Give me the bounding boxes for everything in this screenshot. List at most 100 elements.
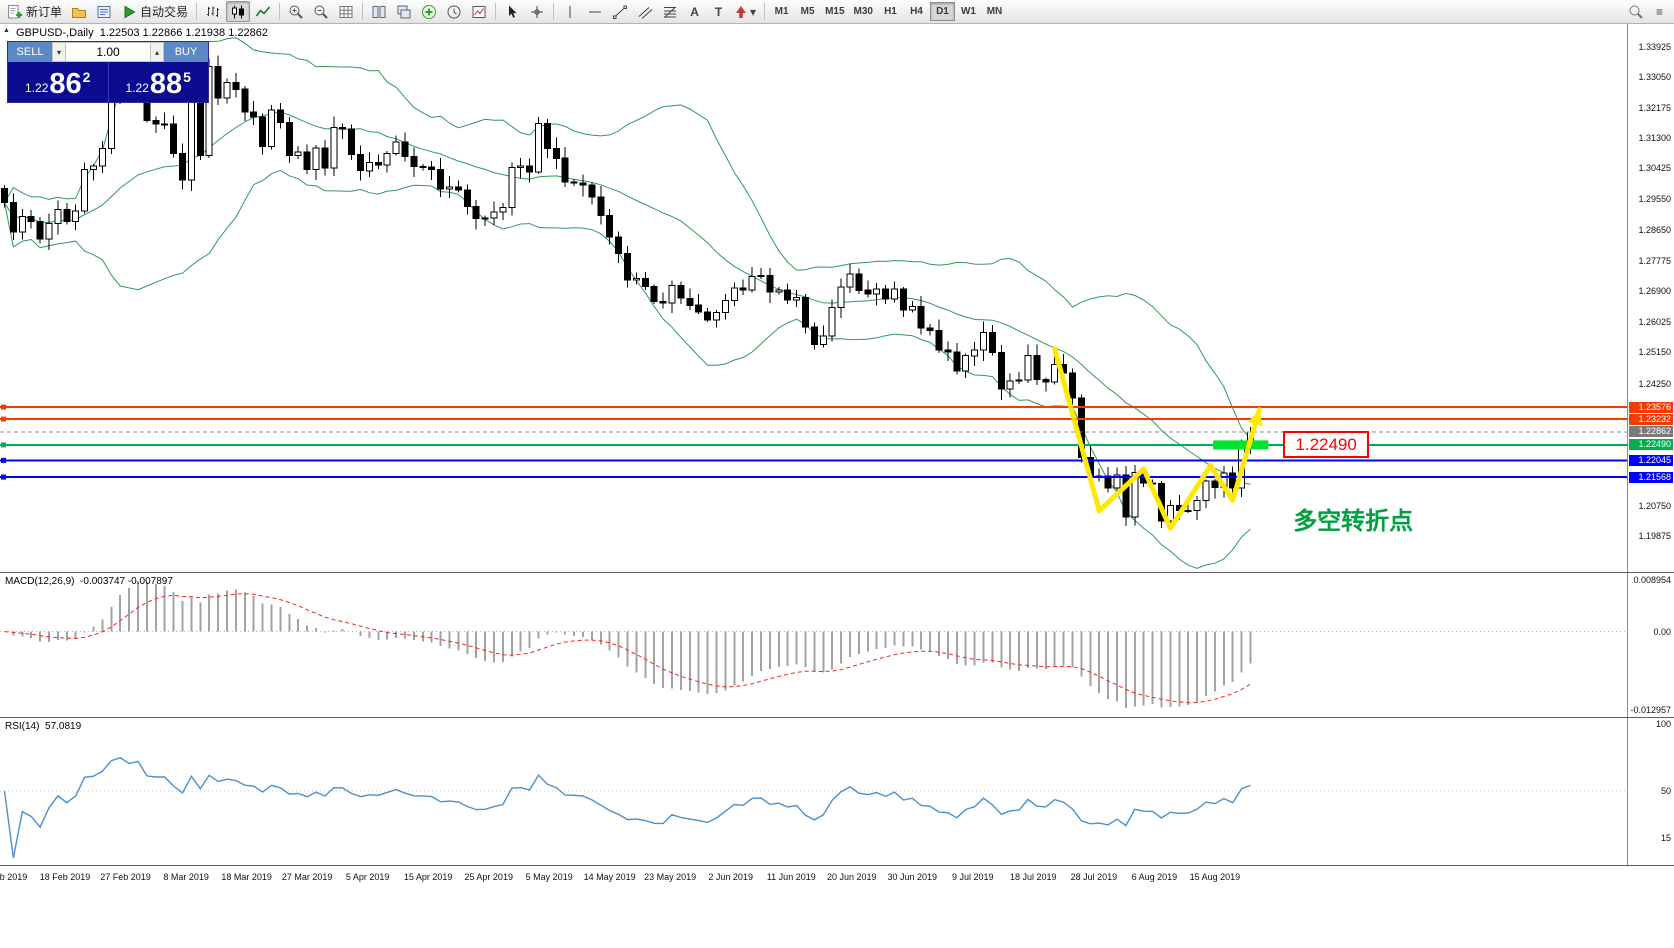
- date-label: 15 Apr 2019: [403, 872, 453, 882]
- macd-plot[interactable]: [0, 573, 1627, 718]
- sell-price-prefix: 1.22: [25, 81, 49, 95]
- tf-button-mn[interactable]: MN: [986, 6, 1003, 17]
- macd-name: MACD(12,26,9): [5, 576, 75, 587]
- tf-button-h4[interactable]: H4: [910, 6, 923, 17]
- sell-price[interactable]: 1.22 86 2: [8, 62, 108, 102]
- zoom-out-button[interactable]: [309, 1, 333, 22]
- new-order-button[interactable]: 新订单: [3, 1, 66, 22]
- chart-properties-button[interactable]: [467, 1, 491, 22]
- turning-point-annotation[interactable]: 多空转折点: [1293, 507, 1414, 535]
- text-tool-button[interactable]: A: [683, 1, 706, 22]
- tile-windows-button[interactable]: [367, 1, 391, 22]
- line-handle[interactable]: [1, 404, 6, 410]
- channel-button[interactable]: [633, 1, 657, 22]
- indicators-plus-icon: [422, 4, 437, 19]
- new-chart-icon: [72, 7, 87, 18]
- new-order-icon: [8, 4, 23, 18]
- buy-price[interactable]: 1.22 88 5: [109, 62, 209, 102]
- toolbar-separator: [362, 3, 364, 20]
- price-callout[interactable]: 1.22490: [1283, 430, 1369, 458]
- crosshair-button[interactable]: [525, 1, 549, 22]
- zoom-out-icon: [314, 5, 328, 19]
- price-label: 1.28650: [1638, 225, 1671, 236]
- sell-button[interactable]: SELL: [8, 42, 52, 62]
- rsi-label: RSI(14) 57.0819: [5, 721, 81, 732]
- tf-button-m5[interactable]: M5: [800, 6, 815, 17]
- highlight-zone[interactable]: [1213, 440, 1269, 450]
- tf-button-m1[interactable]: M1: [774, 6, 789, 17]
- date-label: 11 Jun 2019: [766, 872, 816, 882]
- trendline-button[interactable]: [608, 1, 632, 22]
- tf-button-m15[interactable]: M15: [825, 6, 845, 17]
- price-label: 1.27775: [1638, 255, 1671, 266]
- time-axis[interactable]: 8 Feb 2019 18 Feb 2019 27 Feb 2019 8 Mar 20…: [0, 866, 1674, 948]
- indicators-button[interactable]: [417, 1, 441, 22]
- buy-button[interactable]: BUY: [164, 42, 208, 62]
- tf-button-h1[interactable]: H1: [884, 6, 897, 17]
- price-label: 1.24250: [1638, 378, 1671, 389]
- volume-input[interactable]: 1.00: [66, 42, 150, 62]
- volume-decrease-button[interactable]: ▾: [52, 42, 66, 62]
- search-button[interactable]: [1624, 1, 1648, 22]
- line-handle[interactable]: [1, 474, 6, 480]
- line-handle[interactable]: [1, 442, 6, 448]
- toolbar-separator: [279, 3, 281, 20]
- yellow-trend-drawing[interactable]: [1052, 346, 1262, 531]
- vertical-line-button[interactable]: [558, 1, 582, 22]
- chart-ohlc: 1.22503 1.22866 1.21938 1.22862: [99, 27, 268, 39]
- chart-properties-icon: [472, 5, 486, 18]
- toolbar-right-group: ≡: [1624, 1, 1671, 22]
- menu-button[interactable]: ≡: [1648, 1, 1671, 22]
- rsi-axis: 100 50 15: [1627, 718, 1674, 865]
- cursor-button[interactable]: [500, 1, 524, 22]
- tf-button-w1[interactable]: W1: [960, 6, 976, 17]
- fibonacci-button[interactable]: [658, 1, 682, 22]
- date-label: 27 Mar 2019: [281, 872, 333, 882]
- price-label: 1.25150: [1638, 347, 1671, 358]
- bar-chart-button[interactable]: [201, 1, 225, 22]
- cascade-windows-button[interactable]: [392, 1, 416, 22]
- rsi-plot[interactable]: [0, 718, 1627, 866]
- volume-increase-button[interactable]: ▴: [150, 42, 164, 62]
- autotrading-button[interactable]: 自动交易: [117, 1, 192, 22]
- collapse-icon[interactable]: ▲: [3, 27, 10, 34]
- new-chart-button[interactable]: [67, 1, 91, 22]
- toolbar: 新订单 自动交易: [0, 0, 1674, 24]
- date-label: 2 Jun 2019: [708, 872, 753, 882]
- cursor-icon: [509, 5, 517, 18]
- shapes-dropdown-button[interactable]: ▾: [731, 1, 760, 22]
- price-badge: 1.22490: [1629, 439, 1673, 451]
- fibonacci-icon: [664, 6, 677, 18]
- line-handle[interactable]: [1, 416, 6, 422]
- profiles-icon: [97, 5, 111, 18]
- main-chart-plot[interactable]: [0, 24, 1627, 573]
- date-label: 23 May 2019: [644, 872, 697, 882]
- grid-button[interactable]: [334, 1, 358, 22]
- horizontal-line-button[interactable]: [583, 1, 607, 22]
- price-badge: 1.21568: [1629, 471, 1673, 483]
- date-label: 18 Jul 2019: [1010, 872, 1057, 882]
- date-label: 25 Apr 2019: [464, 872, 513, 882]
- macd-axis-label: 0.008954: [1633, 575, 1671, 585]
- toolbar-separator: [553, 3, 555, 20]
- sell-price-sup: 2: [82, 69, 91, 85]
- clock-icon: [447, 5, 461, 18]
- tf-button-d1[interactable]: D1: [929, 2, 955, 21]
- line-handle[interactable]: [1, 457, 6, 463]
- macd-label: MACD(12,26,9) -0.003747 -0.007897: [5, 576, 173, 587]
- menu-icon: ≡: [1655, 4, 1663, 19]
- candlestick-chart-button[interactable]: [226, 1, 251, 22]
- vertical-line-icon: [569, 5, 571, 18]
- label-tool-button[interactable]: T: [707, 1, 730, 22]
- profiles-button[interactable]: [92, 1, 116, 22]
- zoom-in-icon: [289, 5, 303, 19]
- date-label: 8 Feb 2019: [0, 872, 28, 882]
- periods-button[interactable]: [442, 1, 466, 22]
- price-label: 1.29550: [1638, 193, 1671, 204]
- chart-title: GBPUSD-,Daily 1.22503 1.22866 1.21938 1.…: [16, 27, 268, 39]
- toolbar-separator: [495, 3, 497, 20]
- line-chart-button[interactable]: [251, 1, 275, 22]
- tf-button-m30[interactable]: M30: [853, 6, 873, 17]
- cascade-windows-icon: [397, 5, 411, 18]
- zoom-in-button[interactable]: [284, 1, 308, 22]
